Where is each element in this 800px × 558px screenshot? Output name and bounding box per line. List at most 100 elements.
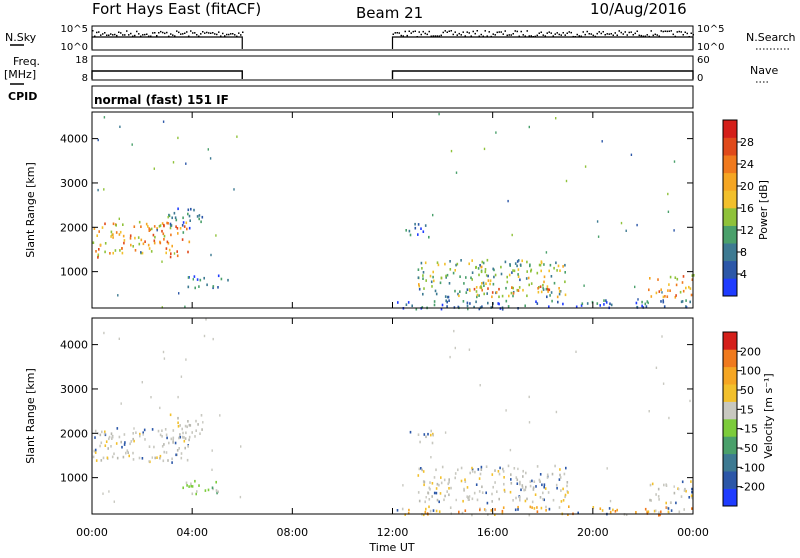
heatmap-cell: [681, 300, 684, 303]
nsearch-label: N.Search: [746, 31, 796, 44]
heatmap-cell: [491, 500, 493, 503]
noise-point: [232, 33, 234, 35]
heatmap-cell: [526, 260, 528, 264]
noise-point: [124, 34, 126, 36]
heatmap-cell: [211, 449, 213, 452]
heatmap-cell: [159, 241, 162, 245]
heatmap-cell: [140, 225, 142, 228]
heatmap-cell: [92, 241, 95, 244]
heatmap-cell: [455, 263, 457, 267]
heatmap-cell: [438, 112, 440, 116]
noise-point: [562, 32, 564, 34]
heatmap-cell: [431, 441, 434, 445]
heatmap-cell: [435, 491, 438, 495]
heatmap-cell: [166, 221, 168, 225]
noise-point: [638, 34, 640, 37]
heatmap-cell: [186, 458, 189, 462]
noise-point: [164, 32, 166, 35]
heatmap-cell: [487, 287, 489, 290]
heatmap-cell: [188, 485, 190, 488]
heatmap-cell: [97, 256, 99, 259]
noise-point: [230, 33, 232, 35]
heatmap-cell: [516, 288, 519, 292]
noise-point: [642, 35, 644, 37]
heatmap-cell: [480, 465, 483, 469]
heatmap-cell: [539, 263, 542, 267]
heatmap-cell: [483, 284, 485, 287]
heatmap-cell: [557, 264, 560, 268]
heatmap-cell: [499, 466, 501, 470]
heatmap-cell: [120, 440, 122, 444]
noise-point: [110, 33, 112, 35]
heatmap-cell: [531, 506, 533, 509]
heatmap-cell: [532, 486, 535, 489]
heatmap-cell: [680, 495, 683, 498]
noise-point: [218, 31, 220, 33]
heatmap-cell: [189, 219, 191, 222]
heatmap-cell: [650, 499, 652, 502]
heatmap-cell: [682, 275, 685, 278]
heatmap-cell: [655, 291, 658, 295]
noise-point: [542, 34, 544, 36]
heatmap-cell: [473, 287, 476, 291]
heatmap-cell: [493, 275, 495, 279]
heatmap-cell: [197, 423, 199, 426]
heatmap-cell: [190, 207, 192, 211]
noise-point: [600, 32, 602, 35]
heatmap-cell: [186, 227, 188, 231]
noise-point: [684, 31, 686, 33]
heatmap-cell: [144, 438, 146, 441]
noise-point: [486, 35, 488, 37]
heatmap-cell: [669, 501, 672, 504]
heatmap-cell: [116, 456, 119, 460]
heatmap-cell: [153, 225, 156, 228]
heatmap-cell: [435, 509, 438, 513]
heatmap-cell: [161, 306, 163, 309]
heatmap-cell: [167, 242, 170, 245]
heatmap-cell: [554, 464, 556, 468]
noise-point: [114, 33, 116, 36]
heatmap-cell: [510, 478, 512, 481]
heatmap-cell: [471, 259, 473, 262]
heatmap-cell: [462, 499, 464, 503]
noise-point: [242, 31, 244, 33]
heatmap-cell: [536, 271, 539, 275]
heatmap-cell: [685, 286, 687, 290]
noise-point: [650, 30, 652, 32]
heatmap-cell: [498, 497, 500, 501]
heatmap-cell: [517, 289, 520, 292]
heatmap-cell: [447, 482, 449, 486]
heatmap-cell: [182, 486, 184, 490]
heatmap-cell: [491, 291, 494, 294]
heatmap-cell: [184, 446, 186, 450]
heatmap-cell: [691, 490, 693, 494]
heatmap-cell: [476, 293, 479, 297]
heatmap-cell: [150, 250, 153, 253]
x-tick-label: 16:00: [477, 526, 509, 539]
heatmap-cell: [423, 513, 425, 517]
heatmap-cell: [440, 481, 443, 485]
heatmap-cell: [508, 273, 511, 277]
heatmap-cell: [690, 293, 693, 297]
heatmap-cell: [137, 236, 140, 239]
heatmap-cell: [423, 433, 426, 436]
heatmap-cell: [212, 285, 215, 288]
heatmap-cell: [459, 275, 461, 278]
noise-point: [228, 33, 230, 36]
heatmap-cell: [161, 222, 164, 225]
noise-point: [456, 34, 458, 36]
noise-point: [458, 32, 460, 35]
noise-point: [400, 34, 402, 37]
heatmap-cell: [215, 234, 217, 237]
heatmap-cell: [649, 498, 651, 502]
noise-point: [436, 35, 438, 37]
heatmap-cell: [547, 290, 549, 293]
heatmap-cell: [187, 420, 189, 423]
heatmap-cell: [188, 240, 191, 244]
heatmap-cell: [529, 484, 532, 488]
heatmap-cell: [689, 287, 692, 290]
heatmap-cell: [123, 433, 126, 436]
heatmap-cell: [184, 305, 186, 308]
noise-point: [156, 35, 158, 37]
heatmap-cell: [548, 305, 550, 308]
